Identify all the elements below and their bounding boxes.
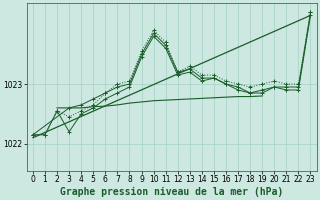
X-axis label: Graphe pression niveau de la mer (hPa): Graphe pression niveau de la mer (hPa)	[60, 186, 283, 197]
